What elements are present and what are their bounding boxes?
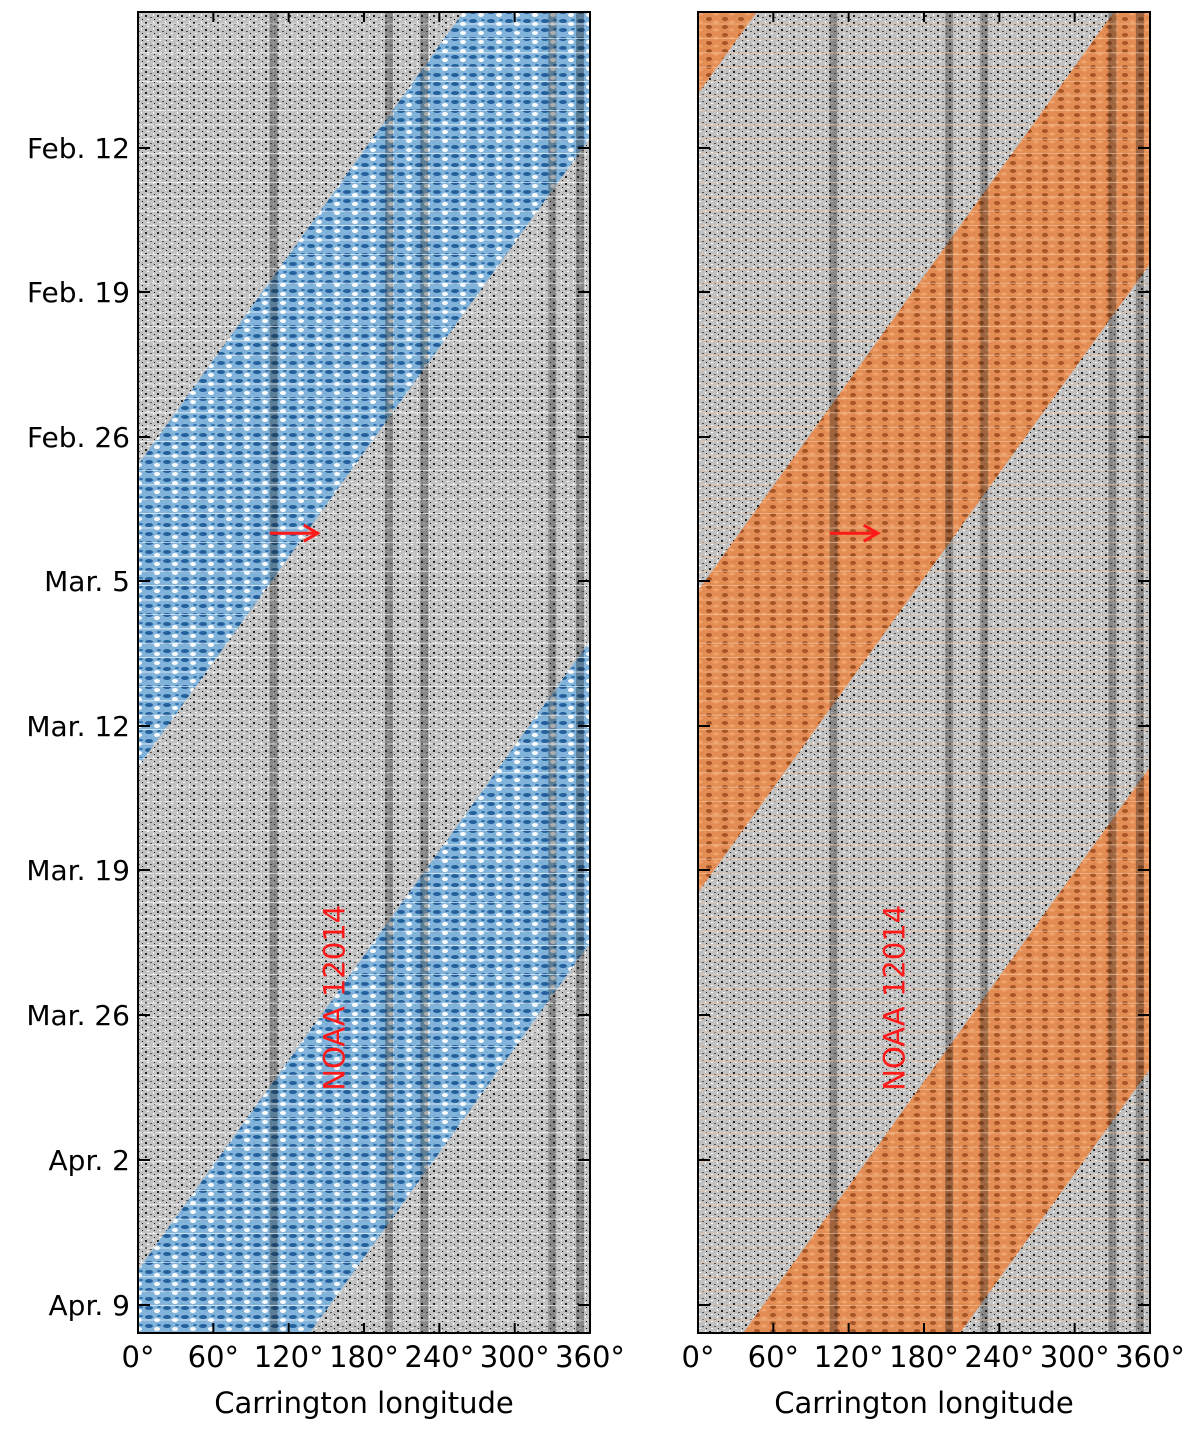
y-tick-label: Feb. 19 — [27, 276, 130, 309]
x-tick-label: 120° — [254, 1340, 324, 1374]
arrow-head — [863, 523, 881, 543]
dark-lane — [945, 12, 954, 1333]
region-label: NOAA 12014 — [317, 905, 351, 1091]
arrow-head — [303, 523, 321, 543]
y-tick-label: Apr. 2 — [49, 1144, 130, 1177]
overlay-band — [138, 641, 590, 1333]
x-tick-label: 240° — [404, 1340, 474, 1374]
region-label: NOAA 12014 — [877, 905, 911, 1091]
dark-lane — [1135, 12, 1144, 1333]
overlay-bands — [0, 12, 590, 1333]
x-tick-label: 60° — [188, 1340, 239, 1374]
y-tick-label: Mar. 19 — [26, 854, 130, 887]
y-tick-label: Mar. 26 — [26, 999, 130, 1032]
x-tick-label: 180° — [329, 1340, 399, 1374]
x-tick-label: 300° — [480, 1340, 550, 1374]
x-tick-label: 120° — [814, 1340, 884, 1374]
overlay-band — [698, 12, 1150, 893]
overlay-band — [0, 12, 106, 1333]
overlay-band — [138, 12, 590, 767]
x-tick-label: 300° — [1040, 1340, 1110, 1374]
y-tick-label: Feb. 12 — [27, 132, 130, 165]
x-tick-label: 240° — [964, 1340, 1034, 1374]
overlay-band — [743, 766, 1150, 1333]
dark-lane — [1108, 12, 1117, 1333]
dark-lane — [575, 12, 584, 1333]
x-tick-label: 180° — [889, 1340, 959, 1374]
right-panel: 0° 60° 120° 180° 240° 300° 360° Carrington long… — [682, 11, 1185, 1420]
dark-lane — [980, 12, 989, 1333]
left-panel: 0° 60° 120° 180° 240° 300° 360° Carrington long… — [0, 11, 625, 1420]
y-tick-label: Mar. 12 — [26, 710, 130, 743]
dark-lane — [385, 12, 394, 1333]
x-tick-label: 0° — [122, 1340, 155, 1374]
x-tick-label: 360° — [1115, 1340, 1185, 1374]
dark-lane — [829, 12, 838, 1333]
x-axis-label: Carrington longitude — [214, 1386, 514, 1420]
y-tick-label: Feb. 26 — [27, 421, 130, 454]
x-axis-label: Carrington longitude — [774, 1386, 1074, 1420]
dark-lane — [548, 12, 557, 1333]
dark-lane — [269, 12, 278, 1333]
y-tick-label: Apr. 9 — [49, 1289, 130, 1322]
x-tick-label: 0° — [682, 1340, 715, 1374]
x-tick-label: 60° — [748, 1340, 799, 1374]
y-tick-label: Mar. 5 — [44, 565, 130, 598]
dark-lane — [420, 12, 429, 1333]
x-tick-label: 360° — [555, 1340, 625, 1374]
